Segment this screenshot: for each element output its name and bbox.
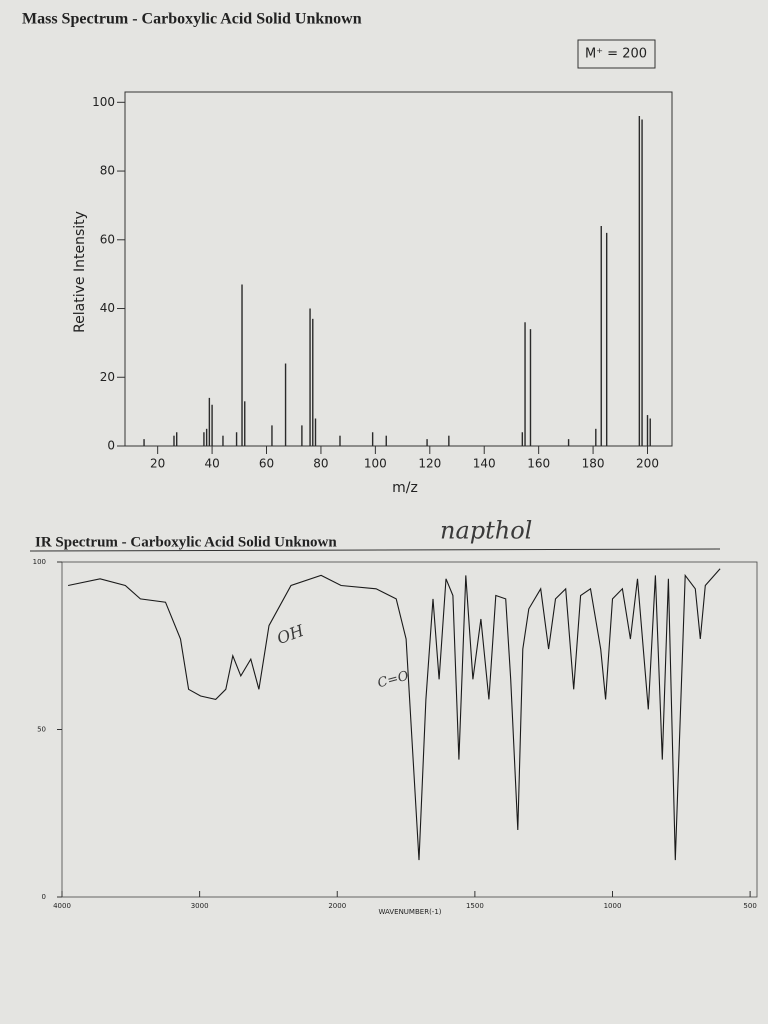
x-tick-label: 180 xyxy=(582,457,605,471)
x-tick-label: 160 xyxy=(527,457,550,471)
x-tick-label: 140 xyxy=(473,457,496,471)
y-tick-label: 100 xyxy=(33,558,46,566)
x-tick-label: 120 xyxy=(418,457,441,471)
x-tick-label: 1000 xyxy=(604,902,622,910)
note-box xyxy=(577,39,656,69)
y-tick-label: 60 xyxy=(100,232,115,246)
ms-title: Mass Spectrum - Carboxylic Acid Solid Un… xyxy=(22,11,362,28)
x-tick-label: 40 xyxy=(204,457,219,471)
y-tick-label: 40 xyxy=(100,301,115,315)
annotation: napthol xyxy=(440,517,532,545)
x-tick-label: 4000 xyxy=(53,902,71,910)
ms-y-label: Relative Intensity xyxy=(72,211,88,333)
plot-frame xyxy=(124,91,673,447)
x-tick-label: 1500 xyxy=(466,902,484,910)
spectrum-line xyxy=(67,568,721,861)
y-tick-label: 100 xyxy=(92,95,115,109)
y-tick-label: 50 xyxy=(37,726,46,734)
ir-title: IR Spectrum - Carboxylic Acid Solid Unkn… xyxy=(35,534,337,550)
ms-x-label: m/z xyxy=(392,480,418,496)
y-tick-label: 0 xyxy=(107,439,115,453)
ms-note: M⁺ = 200 xyxy=(585,47,647,62)
x-tick-label: 500 xyxy=(743,902,756,910)
x-tick-label: 100 xyxy=(364,457,387,471)
x-tick-label: 2000 xyxy=(328,902,346,910)
x-tick-label: 80 xyxy=(313,457,328,471)
ir-rule xyxy=(29,548,721,552)
x-tick-label: 20 xyxy=(150,457,165,471)
x-tick-label: 3000 xyxy=(191,902,209,910)
y-tick-label: 0 xyxy=(42,893,46,901)
x-tick-label: 60 xyxy=(259,457,274,471)
x-tick-label: 200 xyxy=(636,457,659,471)
ir-x-label: WAVENUMBER(-1) xyxy=(378,908,441,916)
y-tick-label: 20 xyxy=(100,370,115,384)
y-tick-label: 80 xyxy=(100,164,115,178)
